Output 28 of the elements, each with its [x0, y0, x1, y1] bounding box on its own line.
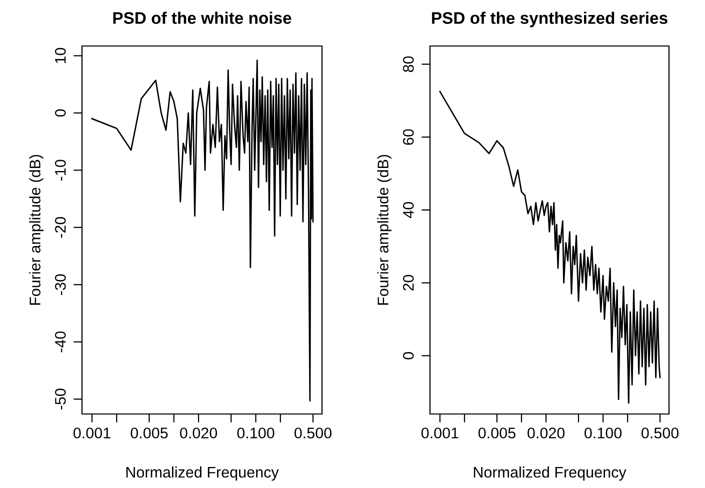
x-axis-title: Normalized Frequency	[126, 466, 279, 481]
y-tick-label: -40	[54, 331, 66, 352]
y-tick-label: -30	[54, 274, 66, 296]
y-tick-label: 10	[54, 48, 66, 64]
y-tick-label: 0	[54, 109, 66, 117]
chart-title: PSD of the synthesized series	[432, 12, 668, 28]
x-tick-label: 0.005	[478, 428, 516, 438]
x-tick-label: 0.500	[294, 428, 332, 438]
y-tick-label: 60	[402, 129, 414, 145]
chart-title: PSD of the white noise	[113, 12, 292, 24]
x-tick-label: 0.020	[180, 428, 218, 438]
x-tick-label: 0.001	[421, 428, 458, 438]
y-axis-title: Fourier amplitude (dB)	[377, 154, 392, 305]
y-tick-label: -50	[54, 388, 66, 410]
y-axis-title: Fourier amplitude (dB)	[29, 154, 44, 305]
y-tick-label: 80	[402, 56, 414, 72]
x-axis-title: Normalized Frequency	[474, 466, 626, 481]
x-tick-label: 0.100	[584, 428, 622, 438]
x-tick-label: 0.001	[73, 428, 110, 438]
y-tick-label: -20	[54, 216, 66, 238]
y-tick-label: 40	[402, 202, 414, 218]
x-tick-label: 0.020	[528, 428, 565, 438]
x-tick-label: 0.500	[642, 428, 679, 438]
x-tick-label: 0.005	[130, 428, 168, 438]
x-tick-label: 0.100	[237, 428, 274, 438]
y-tick-label: 20	[402, 274, 414, 291]
y-tick-label: 0	[402, 352, 414, 360]
y-tick-label: -10	[54, 160, 66, 181]
